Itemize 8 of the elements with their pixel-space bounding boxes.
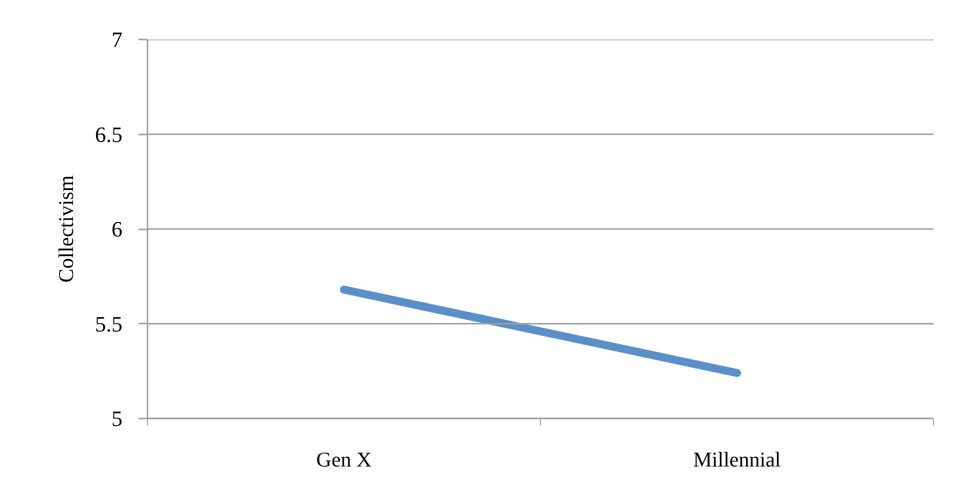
x-tick-label: Gen X [316,448,372,472]
y-tick-label: 7 [112,27,122,52]
y-tick-label: 5.5 [95,311,122,336]
y-axis-title: Collectivism [54,175,78,283]
y-tick-label: 6.5 [95,122,122,147]
y-tick-label: 6 [112,216,122,242]
x-tick-label: Millennial [693,448,781,472]
y-tick-label: 5 [112,406,122,431]
